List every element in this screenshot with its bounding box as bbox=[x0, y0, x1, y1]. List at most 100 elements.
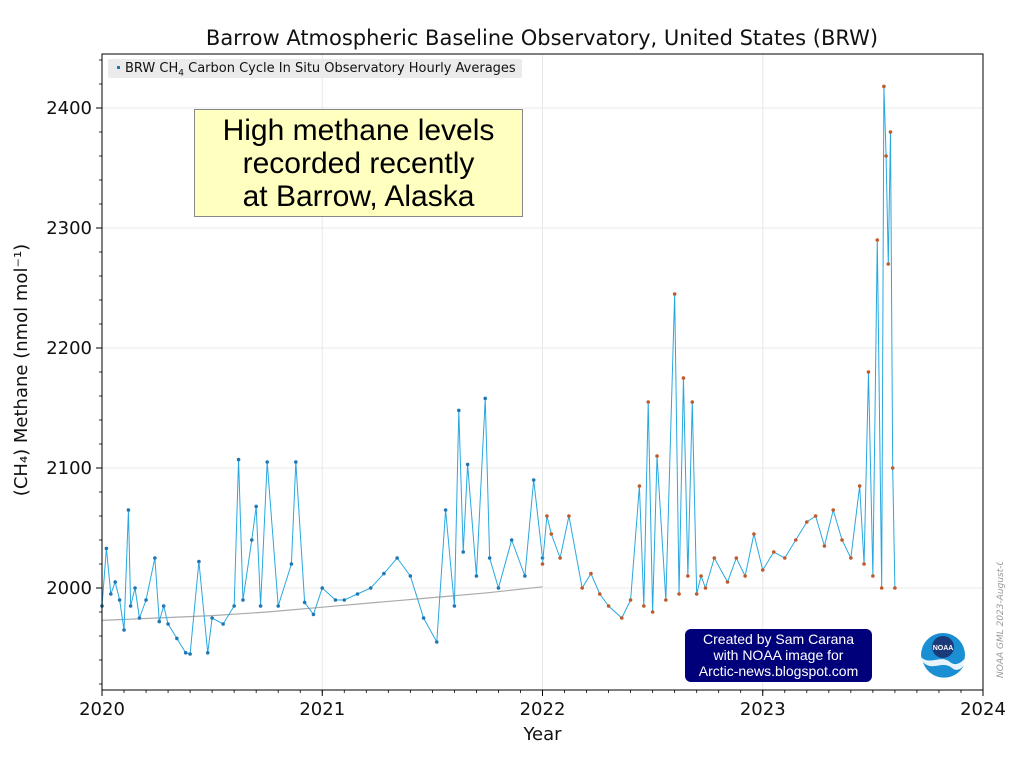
data-point bbox=[395, 556, 399, 560]
data-point bbox=[888, 130, 893, 134]
data-point bbox=[188, 652, 192, 656]
trend-line bbox=[101, 586, 543, 621]
data-point bbox=[483, 396, 488, 401]
data-point bbox=[302, 600, 307, 605]
credit-box: Created by Sam Carana with NOAA image fo… bbox=[685, 629, 872, 682]
data-point bbox=[210, 616, 214, 620]
x-tick-label: 2024 bbox=[960, 699, 1006, 720]
data-point bbox=[699, 574, 703, 578]
legend-label-suffix: Carbon Cycle In Situ Observatory Hourly … bbox=[184, 61, 516, 76]
data-point bbox=[893, 586, 897, 590]
data-point bbox=[866, 370, 871, 374]
x-tick-label: 2021 bbox=[299, 699, 345, 720]
y-axis-label: (CH₄) Methane (nmol mol⁻¹) bbox=[11, 244, 32, 496]
data-point bbox=[113, 580, 118, 584]
x-tick-label: 2022 bbox=[520, 699, 566, 720]
data-point bbox=[743, 574, 747, 578]
credit-line-2: with NOAA image for bbox=[713, 647, 844, 663]
data-point bbox=[408, 574, 413, 578]
data-point bbox=[487, 556, 492, 560]
data-point bbox=[144, 598, 148, 602]
data-point bbox=[461, 550, 466, 554]
data-point bbox=[368, 586, 373, 590]
data-point bbox=[109, 592, 113, 596]
data-point bbox=[882, 84, 886, 89]
data-point bbox=[126, 508, 131, 512]
data-point bbox=[694, 592, 699, 596]
data-point bbox=[137, 616, 142, 620]
data-point bbox=[793, 538, 798, 542]
data-point bbox=[857, 484, 862, 488]
data-point bbox=[549, 532, 554, 536]
data-point bbox=[822, 544, 827, 548]
data-point bbox=[597, 592, 602, 596]
data-point bbox=[703, 586, 708, 590]
data-point bbox=[646, 400, 651, 404]
y-tick-label: 2400 bbox=[46, 98, 92, 119]
series-line-2 bbox=[542, 86, 896, 619]
data-point bbox=[875, 238, 880, 242]
data-point bbox=[465, 462, 470, 467]
data-point bbox=[434, 640, 439, 644]
data-point bbox=[241, 598, 245, 602]
chart-title: Barrow Atmospheric Baseline Observatory,… bbox=[205, 26, 879, 50]
data-point bbox=[677, 592, 681, 596]
data-point bbox=[452, 604, 457, 608]
data-point bbox=[197, 559, 201, 564]
data-point bbox=[133, 586, 137, 590]
callout-line-2: recorded recently bbox=[242, 147, 475, 180]
data-point bbox=[589, 571, 593, 576]
data-point bbox=[294, 460, 298, 464]
data-point bbox=[580, 586, 584, 590]
data-point bbox=[421, 616, 426, 620]
watermark-text: NOAA GML 2023-August-09 bbox=[996, 562, 1006, 678]
data-point bbox=[183, 651, 188, 655]
data-point bbox=[474, 574, 479, 578]
data-point bbox=[175, 636, 179, 641]
data-point bbox=[249, 538, 254, 542]
data-point bbox=[258, 604, 263, 608]
headline-callout: High methane levels recorded recently at… bbox=[194, 109, 523, 217]
data-point bbox=[540, 562, 545, 566]
data-point bbox=[672, 292, 677, 296]
data-point bbox=[567, 514, 571, 518]
data-point bbox=[205, 651, 210, 655]
data-point bbox=[805, 520, 809, 524]
data-point bbox=[161, 604, 166, 608]
callout-line-1: High methane levels bbox=[222, 114, 495, 147]
legend-label-subscript: 4 bbox=[178, 68, 184, 79]
data-point bbox=[545, 514, 549, 518]
legend-marker bbox=[117, 66, 120, 69]
x-axis-label: Year bbox=[522, 724, 562, 745]
x-tick-label: 2023 bbox=[740, 699, 786, 720]
chart-legend: BRW CH4 Carbon Cycle In Situ Observatory… bbox=[108, 59, 522, 79]
data-point bbox=[664, 598, 668, 602]
data-point bbox=[117, 598, 122, 602]
data-point bbox=[531, 478, 536, 482]
data-point bbox=[619, 616, 624, 620]
data-point bbox=[289, 562, 294, 566]
data-point bbox=[690, 400, 695, 404]
noaa-logo-icon: NOAA bbox=[921, 633, 966, 678]
callout-line-3: at Barrow, Alaska bbox=[242, 180, 475, 213]
data-point bbox=[642, 604, 646, 608]
y-tick-label: 2000 bbox=[46, 578, 92, 599]
data-point bbox=[681, 376, 686, 380]
data-point bbox=[221, 622, 225, 626]
data-point bbox=[771, 550, 776, 554]
data-point bbox=[782, 556, 787, 560]
x-tick-label: 2020 bbox=[79, 699, 125, 720]
data-point bbox=[628, 598, 633, 602]
data-point bbox=[333, 598, 338, 602]
data-point bbox=[813, 514, 818, 518]
data-point bbox=[831, 508, 836, 512]
data-point bbox=[342, 598, 347, 602]
noaa-logo-text: NOAA bbox=[933, 645, 954, 652]
data-point bbox=[166, 622, 170, 626]
credit-line-1: Created by Sam Carana bbox=[703, 631, 854, 647]
y-tick-label: 2100 bbox=[46, 458, 92, 479]
data-point bbox=[558, 556, 562, 560]
data-point bbox=[443, 508, 448, 512]
